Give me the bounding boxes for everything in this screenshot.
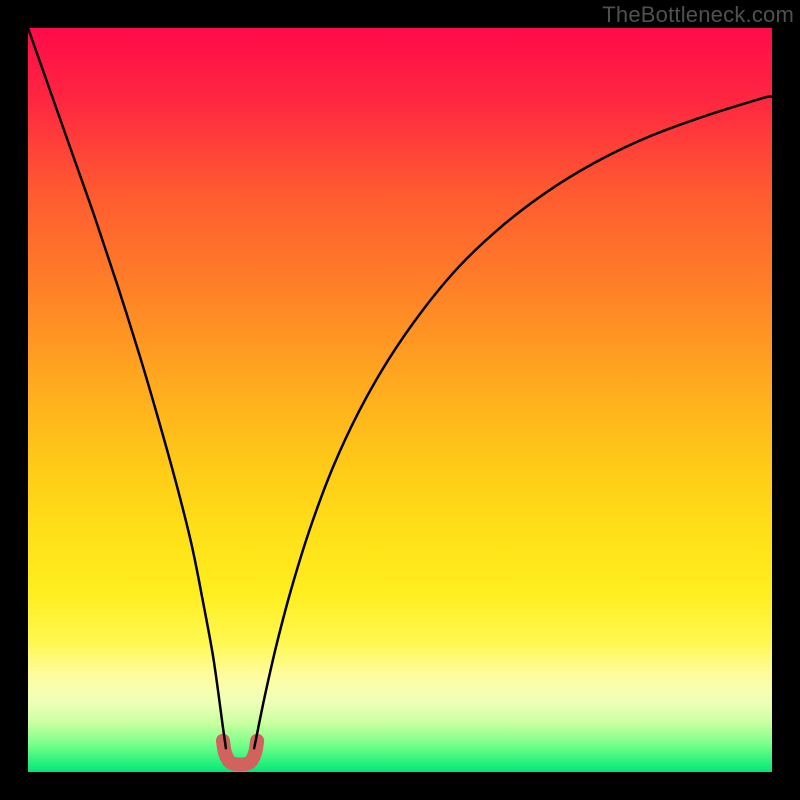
watermark-text: TheBottleneck.com xyxy=(602,2,794,28)
chart-svg xyxy=(0,0,800,800)
plot-container xyxy=(0,0,800,800)
chart-frame: TheBottleneck.com xyxy=(0,0,800,800)
